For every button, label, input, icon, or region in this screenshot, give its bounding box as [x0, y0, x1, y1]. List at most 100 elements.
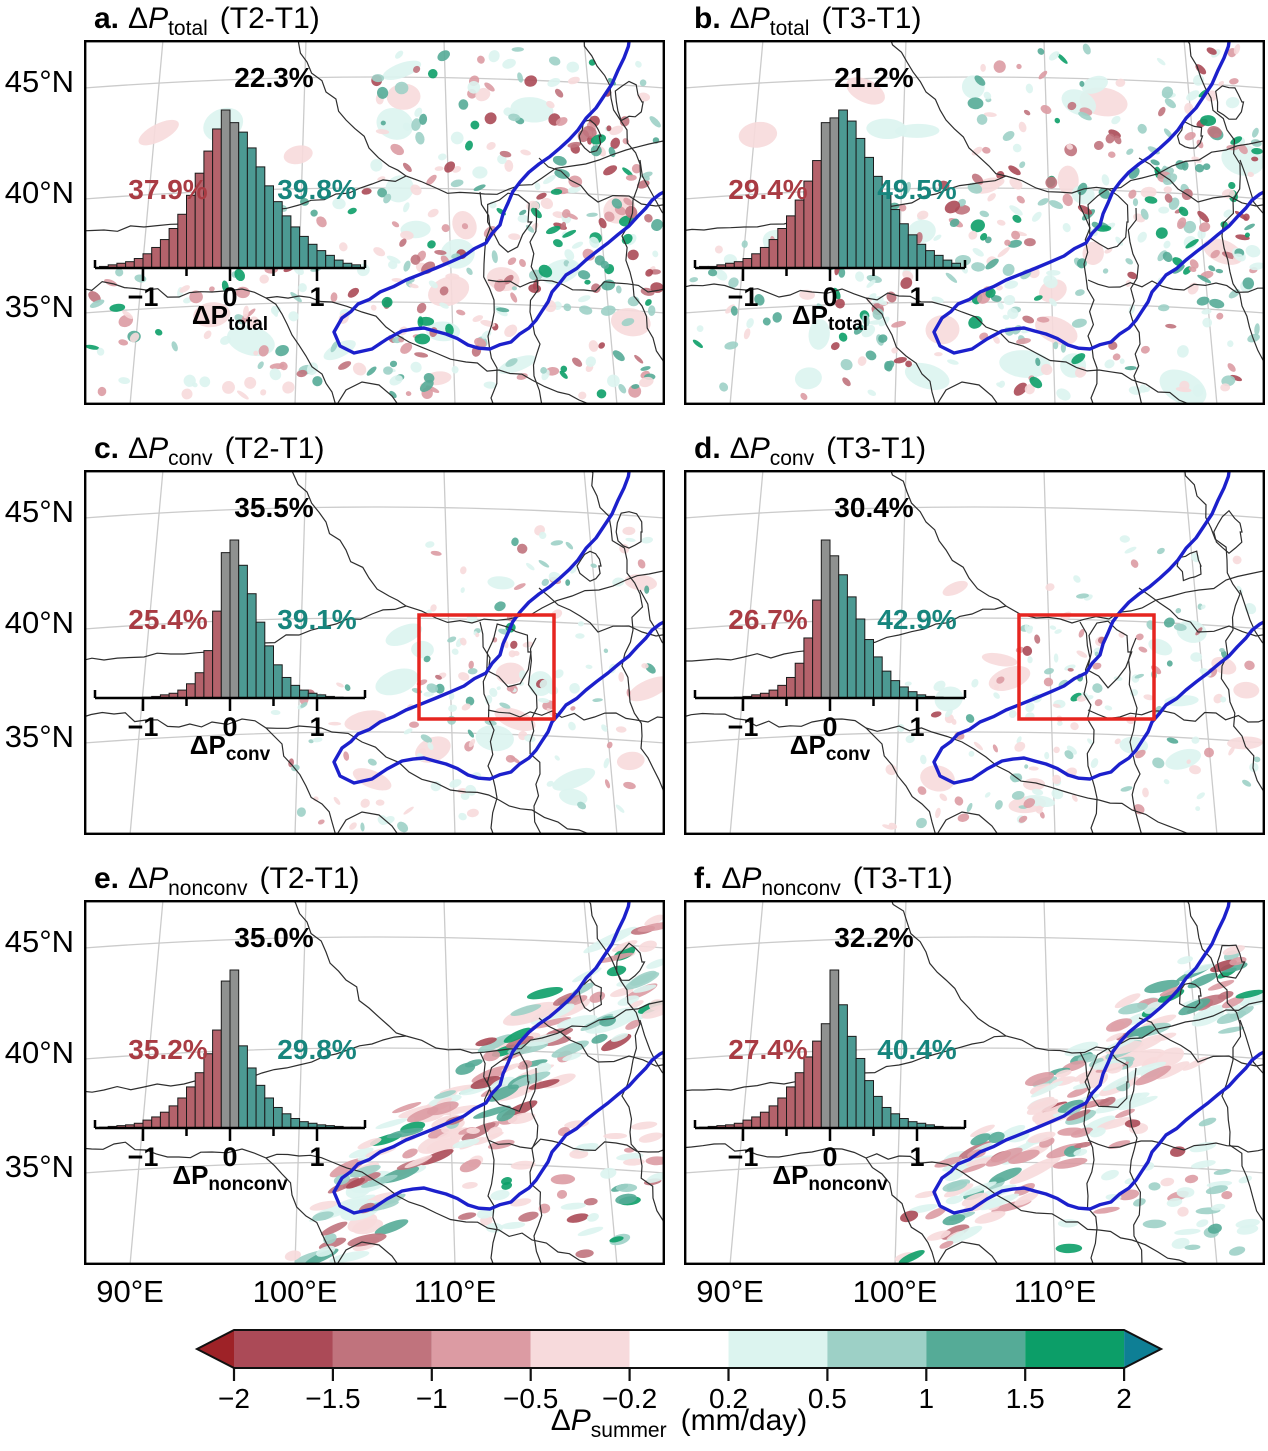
precip-anomaly-blob — [1220, 696, 1227, 703]
precip-anomaly-blob — [471, 1065, 511, 1084]
precip-anomaly-blob — [1126, 148, 1134, 155]
precip-anomaly-blob — [386, 83, 421, 110]
inset-histogram: −1 0 1 — [693, 109, 967, 312]
precip-anomaly-blob — [882, 824, 895, 830]
inset-histogram: −1 0 1 — [93, 969, 367, 1172]
precip-anomaly-blob — [971, 262, 985, 272]
hist-bar — [186, 194, 196, 269]
precip-anomaly-blob — [1164, 193, 1173, 203]
precip-anomaly-blob — [380, 120, 386, 126]
precip-anomaly-blob — [1184, 1174, 1199, 1184]
precip-anomaly-blob — [459, 637, 467, 646]
precip-anomaly-blob — [550, 1174, 576, 1185]
hist-tick-label: −1 — [728, 1142, 759, 1172]
precip-anomaly-blob — [510, 1160, 536, 1170]
precip-anomaly-blob — [1173, 623, 1187, 631]
precip-anomaly-blob — [1163, 128, 1173, 139]
precip-anomaly-blob — [1195, 806, 1201, 812]
precip-anomaly-blob — [600, 260, 610, 269]
precip-anomaly-blob — [475, 632, 480, 638]
precip-anomaly-blob — [1048, 51, 1060, 61]
precip-anomaly-blob — [408, 283, 419, 289]
precip-anomaly-blob — [1200, 604, 1206, 610]
precip-anomaly-blob — [560, 221, 567, 230]
precip-anomaly-blob — [1183, 220, 1197, 234]
precip-anomaly-blob — [511, 1071, 551, 1088]
precip-anomaly-blob — [1081, 75, 1108, 94]
precip-anomaly-blob — [615, 1193, 637, 1205]
hist-bar — [794, 662, 805, 699]
precip-anomaly-blob — [410, 254, 421, 265]
precip-anomaly-blob — [348, 1147, 374, 1159]
precip-anomaly-blob — [517, 1060, 533, 1070]
precip-anomaly-blob — [1128, 189, 1137, 199]
precip-anomaly-blob — [1158, 206, 1170, 214]
precip-anomaly-blob — [899, 204, 907, 212]
precip-anomaly-blob — [1087, 738, 1094, 745]
precip-anomaly-blob — [253, 350, 259, 356]
precip-anomaly-blob — [498, 628, 509, 635]
precip-anomaly-blob — [1114, 993, 1141, 1009]
precip-anomaly-blob — [1025, 83, 1034, 94]
precip-anomaly-blob — [554, 755, 560, 761]
hist-bar — [742, 258, 753, 269]
precip-anomaly-blob — [1174, 1228, 1201, 1236]
colorbar-segment — [234, 1330, 333, 1368]
precip-anomaly-blob — [625, 174, 637, 181]
precip-anomaly-blob — [1165, 748, 1202, 770]
precip-anomaly-blob — [993, 692, 1000, 699]
precip-anomaly-blob — [1056, 53, 1068, 64]
precip-anomaly-blob — [920, 765, 955, 792]
precip-anomaly-blob — [1094, 699, 1103, 707]
precip-anomaly-blob — [640, 171, 653, 179]
lat-label: 35°N — [4, 1149, 74, 1184]
precip-anomaly-blob — [538, 697, 550, 704]
precip-anomaly-blob — [1046, 269, 1061, 276]
precip-anomaly-blob — [414, 107, 423, 117]
precip-anomaly-blob — [638, 940, 657, 953]
panel-letter: b. — [694, 2, 721, 35]
precip-anomaly-blob — [209, 286, 215, 292]
precip-anomaly-blob — [1001, 1124, 1026, 1138]
precip-anomaly-blob — [415, 131, 425, 145]
precip-anomaly-blob — [370, 159, 383, 172]
precip-anomaly-blob — [934, 352, 943, 357]
precip-anomaly-blob — [585, 356, 596, 368]
precip-anomaly-blob — [222, 380, 235, 394]
precip-anomaly-blob — [1175, 387, 1192, 393]
precip-anomaly-blob — [510, 756, 521, 764]
hist-bar — [890, 209, 901, 269]
precip-anomaly-blob — [1140, 345, 1150, 354]
precip-anomaly-blob — [1186, 759, 1191, 765]
precip-anomaly-blob — [269, 368, 282, 381]
precip-anomaly-blob — [1249, 262, 1265, 271]
precip-anomaly-blob — [629, 1000, 644, 1009]
pct-increase: 40.4% — [877, 1034, 957, 1065]
hist-bar — [290, 226, 301, 269]
precip-anomaly-blob — [385, 623, 423, 647]
precip-anomaly-blob — [618, 672, 625, 682]
precip-anomaly-blob — [1233, 43, 1241, 55]
precip-anomaly-blob — [615, 1183, 638, 1193]
hist-bar — [255, 1084, 266, 1129]
precip-anomaly-blob — [1101, 1169, 1119, 1181]
precip-anomaly-blob — [270, 709, 281, 716]
precip-anomaly-blob — [1200, 115, 1217, 127]
precip-anomaly-blob — [405, 391, 412, 397]
hist-bar — [899, 223, 909, 269]
precip-anomaly-blob — [696, 325, 704, 333]
precip-anomaly-blob — [500, 1221, 526, 1230]
precip-anomaly-blob — [1075, 289, 1085, 296]
hist-bar — [203, 650, 214, 699]
hist-bar — [881, 670, 892, 699]
graticule — [84, 900, 665, 1265]
lat-label: 35°N — [4, 289, 74, 324]
lat-label: 45°N — [4, 494, 74, 529]
precip-anomaly-blob — [1189, 765, 1201, 775]
precip-anomaly-blob — [615, 285, 622, 294]
precip-anomaly-blob — [541, 578, 550, 587]
precip-anomaly-blob — [1011, 230, 1021, 240]
precip-anomaly-blob — [1014, 741, 1026, 752]
precip-anomaly-blob — [855, 271, 865, 282]
precip-anomaly-blob — [1137, 231, 1147, 243]
